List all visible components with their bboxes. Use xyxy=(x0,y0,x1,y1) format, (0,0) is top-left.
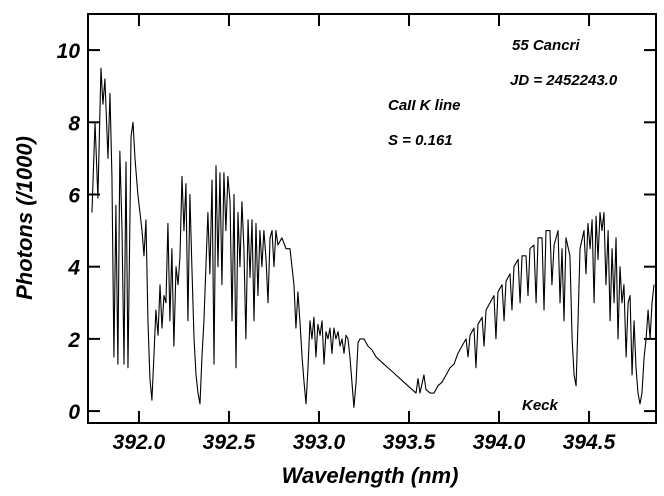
y-tick-label: 4 xyxy=(67,257,80,280)
x-tick-label: 392.5 xyxy=(203,431,256,454)
y-tick-label: 0 xyxy=(68,401,80,424)
y-axis-label: Photons (/1000) xyxy=(12,136,37,300)
y-tick-label: 10 xyxy=(57,40,81,63)
spectrum-line xyxy=(91,67,655,409)
x-axis-label: Wavelength (nm) xyxy=(282,463,459,488)
y-tick-label: 6 xyxy=(68,184,80,207)
annotation: CaII K line xyxy=(388,97,461,114)
plot-frame xyxy=(87,13,657,424)
x-tick-label: 392.0 xyxy=(113,431,166,454)
x-tick-label: 393.0 xyxy=(293,431,346,454)
annotation: S = 0.161 xyxy=(388,132,453,149)
x-tick-label: 393.5 xyxy=(383,431,436,454)
y-tick-label: 2 xyxy=(67,329,80,352)
annotation: Keck xyxy=(522,397,559,414)
y-tick-label: 8 xyxy=(68,112,80,135)
annotation: 55 Cancri xyxy=(512,37,580,54)
x-tick-label: 394.5 xyxy=(563,431,616,454)
annotation: JD = 2452243.0 xyxy=(510,72,618,89)
x-tick-label: 394.0 xyxy=(473,431,526,454)
